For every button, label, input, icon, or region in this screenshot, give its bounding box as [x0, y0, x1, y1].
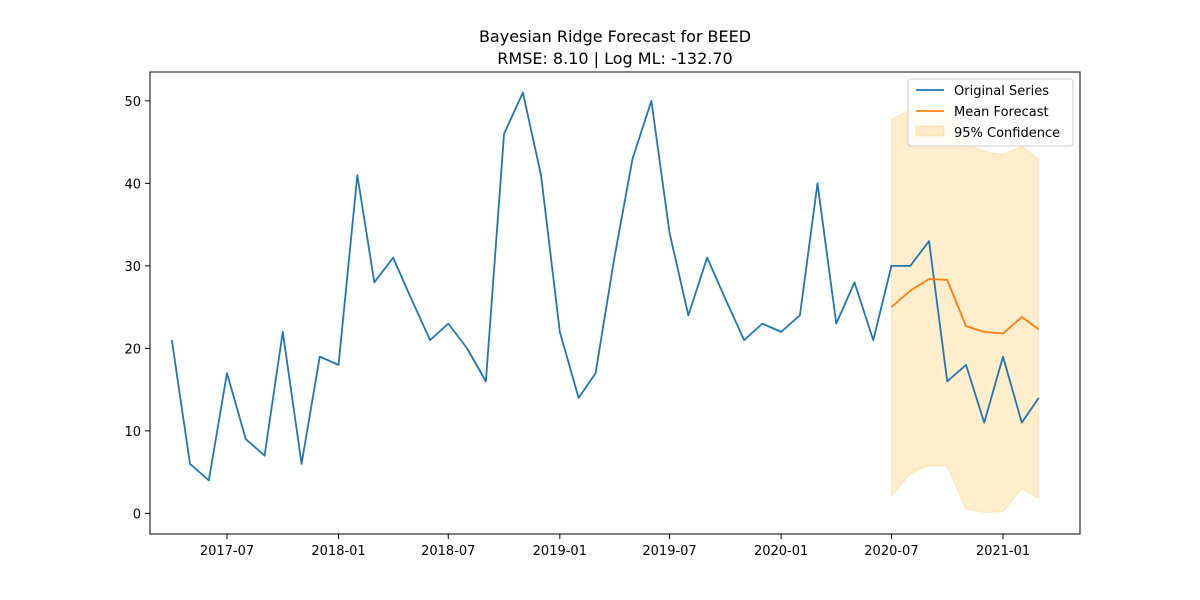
original-series-point	[835, 323, 837, 325]
original-series-point	[338, 364, 340, 366]
original-series-point	[319, 356, 321, 358]
x-tick-label: 2020-07	[864, 544, 918, 559]
original-series-point	[909, 265, 911, 267]
original-series-point	[965, 364, 967, 366]
y-tick-label: 30	[124, 260, 141, 275]
plot-area: 2017-07 2018-01 2018-07 2019-01 2019-07 2020-…	[124, 71, 1081, 559]
original-series-point	[780, 331, 782, 333]
legend-confidence-label: 95% Confidence	[954, 126, 1060, 141]
mean-forecast-point	[890, 306, 892, 308]
chart-subtitle: RMSE: 8.10 | Log ML: -132.70	[497, 49, 732, 68]
original-series-point	[447, 323, 449, 325]
mean-forecast-line	[890, 278, 1040, 335]
axes-frame	[149, 71, 1081, 535]
x-tick-label: 2018-01	[311, 544, 365, 559]
original-series-point	[208, 479, 210, 481]
mean-forecast-point	[965, 325, 967, 327]
chart-title: Bayesian Ridge Forecast for BEED	[479, 27, 751, 46]
original-series-point	[706, 257, 708, 259]
original-series-point	[946, 380, 948, 382]
legend-forecast-label: Mean Forecast	[954, 105, 1049, 120]
original-series-point	[356, 174, 358, 176]
original-series-point	[264, 455, 266, 457]
legend: Original Series Mean Forecast 95% Confiden…	[907, 78, 1074, 147]
original-series-point	[1021, 422, 1023, 424]
original-series-point	[429, 339, 431, 341]
original-series-point	[522, 92, 524, 94]
original-series-point	[872, 339, 874, 341]
original-series-point	[983, 422, 985, 424]
original-series-point	[540, 174, 542, 176]
x-tick-label: 2020-01	[754, 544, 808, 559]
original-series-point	[466, 347, 468, 349]
mean-forecast-point	[983, 331, 985, 333]
mean-forecast-point	[928, 278, 930, 280]
original-series-point	[559, 331, 561, 333]
original-series-point	[578, 397, 580, 399]
original-series-point	[503, 133, 505, 135]
original-series-point	[189, 463, 191, 465]
confidence-band	[890, 104, 1040, 514]
legend-confidence-swatch	[915, 125, 945, 137]
original-series-point	[743, 339, 745, 341]
original-series-point	[1038, 397, 1040, 399]
y-tick-label: 40	[124, 177, 141, 192]
y-tick-label: 10	[124, 425, 141, 440]
y-tick-label: 0	[133, 507, 141, 522]
mean-forecast-point	[909, 290, 911, 292]
mean-forecast-point	[1002, 333, 1004, 335]
x-tick-label: 2018-07	[421, 544, 475, 559]
original-series-point	[282, 331, 284, 333]
original-series-point	[226, 372, 228, 374]
original-series-point	[1002, 356, 1004, 358]
original-series-point	[799, 314, 801, 316]
original-series-point	[632, 158, 634, 160]
y-tick-label: 20	[124, 342, 141, 357]
legend-original-label: Original Series	[954, 84, 1049, 99]
mean-forecast-point	[946, 279, 948, 281]
original-series-point	[687, 314, 689, 316]
original-series-point	[245, 438, 247, 440]
y-tick-label: 50	[124, 95, 141, 110]
original-series-point	[613, 257, 615, 259]
original-series-point	[301, 463, 303, 465]
mean-forecast-point	[1038, 328, 1040, 330]
original-series-point	[853, 281, 855, 283]
original-series-point	[761, 323, 763, 325]
x-tick-label: 2019-01	[533, 544, 587, 559]
x-tick-label: 2017-07	[200, 544, 254, 559]
original-series-point	[928, 240, 930, 242]
original-series-point	[485, 380, 487, 382]
original-series-point	[650, 100, 652, 102]
original-series-line	[170, 91, 1040, 482]
original-series-point	[669, 232, 671, 234]
original-series-point	[595, 372, 597, 374]
x-tick-label: 2021-01	[976, 544, 1030, 559]
original-series-point	[890, 265, 892, 267]
legend-box	[907, 78, 1074, 147]
x-tick-label: 2019-07	[642, 544, 696, 559]
original-series-point	[171, 339, 173, 341]
original-series-point	[392, 257, 394, 259]
original-series-point	[410, 298, 412, 300]
original-series-point	[373, 281, 375, 283]
original-series-point	[816, 182, 818, 184]
mean-forecast-point	[1021, 316, 1023, 318]
original-series-point	[724, 298, 726, 300]
